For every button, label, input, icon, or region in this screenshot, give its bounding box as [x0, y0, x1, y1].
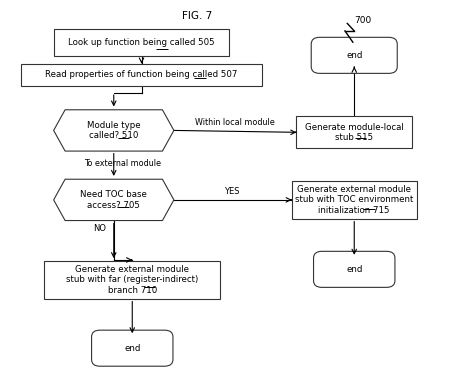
Text: end: end — [124, 344, 140, 353]
Text: Need TOC base
access? 705: Need TOC base access? 705 — [80, 190, 147, 210]
Text: NO: NO — [93, 224, 106, 233]
Text: Generate external module
stub with TOC environment
initialization 715: Generate external module stub with TOC e… — [295, 185, 413, 215]
Text: Generate module-local
stub 515: Generate module-local stub 515 — [305, 123, 403, 142]
Text: FIG. 7: FIG. 7 — [182, 11, 212, 21]
FancyBboxPatch shape — [314, 251, 395, 287]
FancyBboxPatch shape — [296, 116, 412, 148]
Text: Generate external module
stub with far (register-indirect)
branch 710: Generate external module stub with far (… — [66, 265, 198, 295]
FancyBboxPatch shape — [292, 181, 417, 219]
FancyBboxPatch shape — [92, 330, 173, 366]
FancyBboxPatch shape — [54, 29, 229, 56]
Text: YES: YES — [224, 187, 240, 196]
Text: end: end — [346, 265, 362, 274]
Polygon shape — [54, 179, 174, 221]
Text: Module type
called? 510: Module type called? 510 — [87, 121, 140, 140]
Text: Look up function being called 505: Look up function being called 505 — [68, 38, 215, 47]
FancyBboxPatch shape — [21, 64, 262, 86]
Text: Read properties of function being called 507: Read properties of function being called… — [45, 70, 238, 79]
FancyBboxPatch shape — [44, 261, 220, 299]
Text: end: end — [346, 51, 362, 60]
Text: Within local module: Within local module — [195, 118, 275, 127]
Text: 700: 700 — [354, 16, 372, 25]
Polygon shape — [54, 110, 174, 151]
FancyBboxPatch shape — [311, 37, 397, 74]
Text: To external module: To external module — [84, 159, 161, 168]
